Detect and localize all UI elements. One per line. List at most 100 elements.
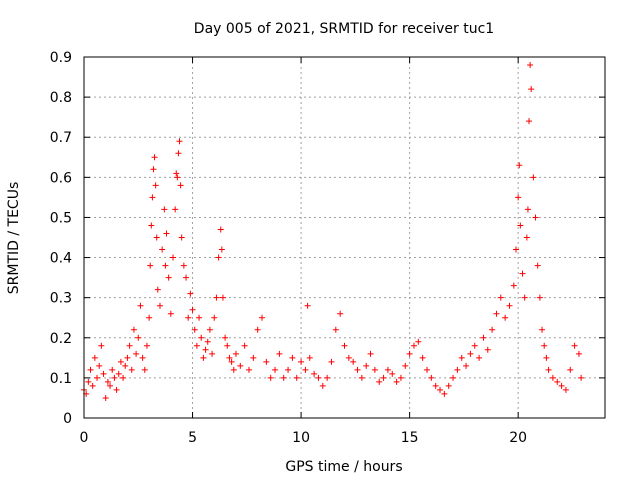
y-tick-label: 0.6 xyxy=(50,170,72,186)
data-point xyxy=(298,358,305,365)
data-point xyxy=(545,366,552,373)
x-tick-label: 5 xyxy=(188,430,197,446)
data-point xyxy=(302,366,309,373)
data-point xyxy=(493,310,500,317)
data-point xyxy=(402,362,409,369)
data-point xyxy=(536,294,543,301)
data-point xyxy=(367,350,374,357)
data-point xyxy=(96,362,103,369)
data-point xyxy=(219,294,226,301)
data-point xyxy=(100,370,107,377)
data-point xyxy=(502,314,509,321)
data-point xyxy=(384,366,391,373)
data-point xyxy=(458,354,465,361)
data-point xyxy=(371,366,378,373)
data-point xyxy=(133,350,140,357)
data-point xyxy=(293,374,300,381)
data-point xyxy=(562,386,569,393)
data-point xyxy=(148,222,155,229)
data-point xyxy=(202,346,209,353)
data-point xyxy=(578,374,585,381)
data-point xyxy=(363,362,370,369)
data-point xyxy=(276,350,283,357)
data-point xyxy=(124,354,131,361)
y-tick-label: 0.3 xyxy=(50,291,72,307)
data-point xyxy=(217,226,224,233)
data-point xyxy=(445,382,452,389)
data-point xyxy=(450,374,457,381)
data-point xyxy=(162,262,169,269)
data-point xyxy=(517,222,524,229)
data-point xyxy=(180,262,187,269)
data-point xyxy=(89,382,96,389)
data-point xyxy=(91,354,98,361)
data-point xyxy=(539,326,546,333)
data-point xyxy=(137,302,144,309)
data-point xyxy=(141,366,148,373)
data-point xyxy=(304,302,311,309)
plot-frame xyxy=(83,56,606,419)
data-point xyxy=(467,350,474,357)
y-tick-label: 0 xyxy=(63,411,72,427)
data-point xyxy=(85,378,92,385)
data-point xyxy=(163,230,170,237)
data-point xyxy=(532,214,539,221)
data-point xyxy=(315,374,322,381)
data-point xyxy=(213,294,220,301)
data-point xyxy=(516,162,523,169)
data-point xyxy=(159,246,166,253)
data-point xyxy=(527,62,534,69)
data-point xyxy=(204,338,211,345)
data-point xyxy=(126,342,133,349)
data-point xyxy=(419,354,426,361)
data-point xyxy=(153,234,160,241)
chart-title: Day 005 of 2021, SRMTID for receiver tuc… xyxy=(194,21,494,37)
y-axis-label: SRMTID / TECUs xyxy=(6,182,22,295)
data-point xyxy=(254,326,261,333)
data-point xyxy=(267,374,274,381)
data-point xyxy=(280,374,287,381)
x-axis-label: GPS time / hours xyxy=(285,459,402,475)
data-point xyxy=(156,302,163,309)
data-point xyxy=(230,366,237,373)
data-point xyxy=(174,174,181,181)
data-point xyxy=(107,382,114,389)
data-point xyxy=(530,174,537,181)
y-tick-label: 0.7 xyxy=(50,130,72,146)
y-tick-label: 0.2 xyxy=(50,331,72,347)
data-point xyxy=(476,354,483,361)
data-point xyxy=(149,194,156,201)
data-point xyxy=(543,354,550,361)
data-point xyxy=(218,246,225,253)
data-point xyxy=(524,206,531,213)
data-point xyxy=(177,182,184,189)
data-point xyxy=(146,314,153,321)
y-tick-label: 0.5 xyxy=(50,210,72,226)
data-point xyxy=(94,374,101,381)
data-point xyxy=(113,386,120,393)
data-point xyxy=(154,286,161,293)
data-point xyxy=(200,354,207,361)
data-point xyxy=(139,354,146,361)
data-point xyxy=(526,118,533,125)
data-point xyxy=(241,342,248,349)
data-point xyxy=(189,306,196,313)
data-point xyxy=(497,294,504,301)
data-point xyxy=(332,326,339,333)
data-point xyxy=(311,370,318,377)
data-point xyxy=(354,366,361,373)
tick-labels: 0 0.1 0.2 0.3 0.4 0.5 0.6 0.7 0.8 0.9 0 5 10 15 20 xyxy=(50,50,527,446)
data-point xyxy=(489,326,496,333)
data-point xyxy=(306,354,313,361)
data-point xyxy=(187,290,194,297)
data-point xyxy=(471,342,478,349)
data-point xyxy=(224,342,231,349)
data-point xyxy=(389,370,396,377)
data-point xyxy=(170,254,177,261)
data-point xyxy=(289,354,296,361)
data-point xyxy=(117,358,124,365)
data-point xyxy=(198,334,205,341)
data-point xyxy=(87,366,94,373)
data-point xyxy=(484,346,491,353)
